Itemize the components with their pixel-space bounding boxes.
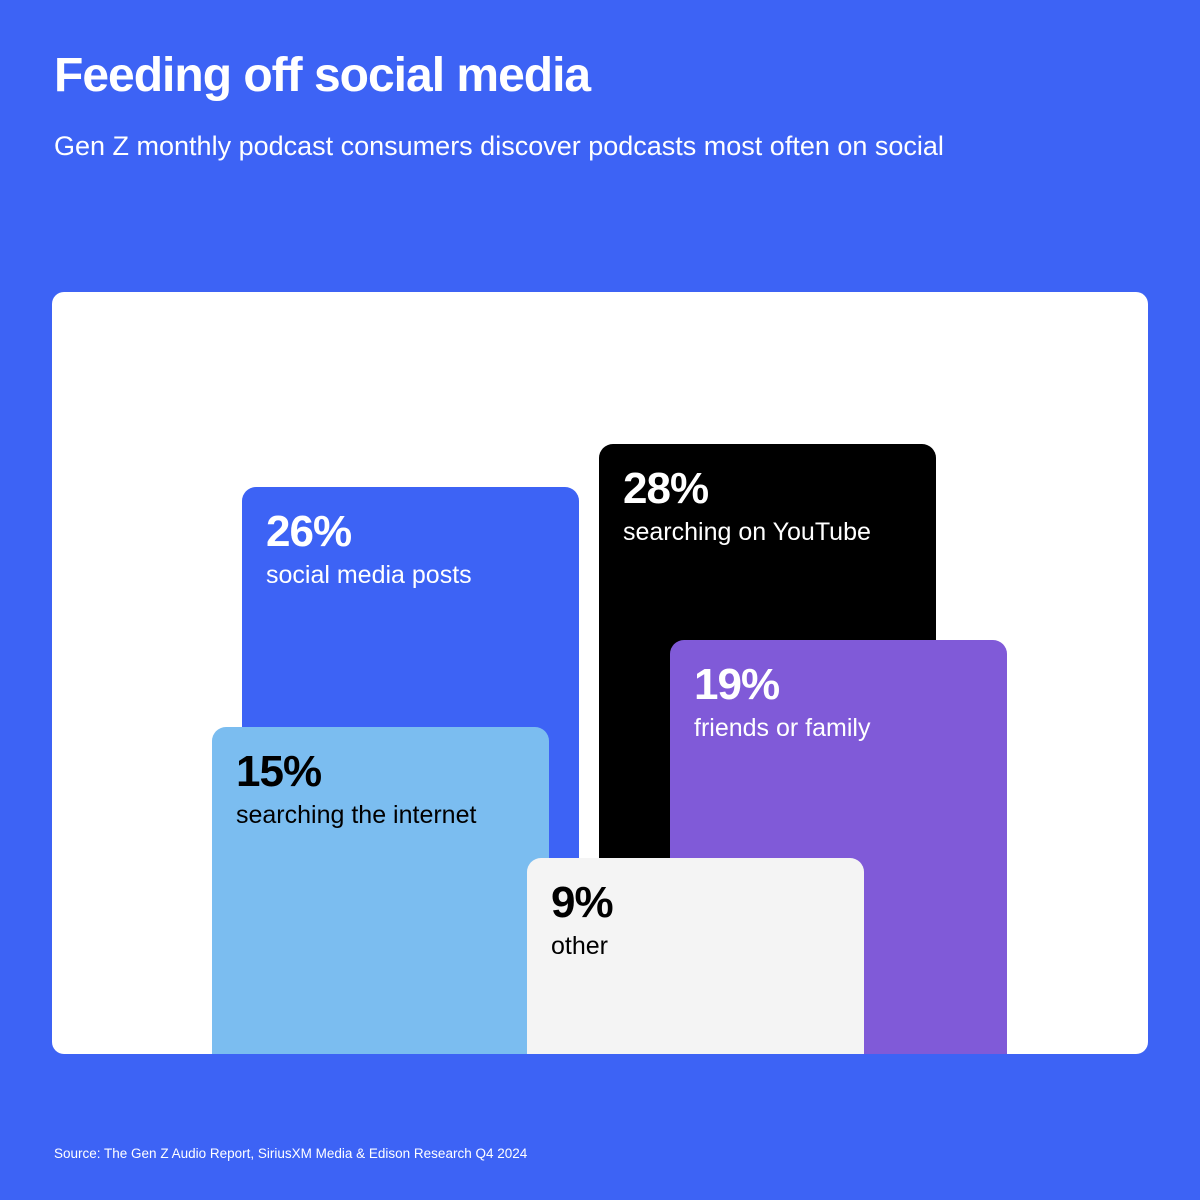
bar-category-label: social media posts xyxy=(266,561,472,589)
bar-category-label: friends or family xyxy=(694,714,871,742)
bar-value-label: 15% xyxy=(236,747,322,796)
source-note: Source: The Gen Z Audio Report, SiriusXM… xyxy=(54,1146,528,1161)
bar-other: 9% other xyxy=(527,858,864,1054)
bar-value-label: 26% xyxy=(266,507,352,556)
chart-panel: 26% social media posts 28% searching on … xyxy=(52,292,1148,1054)
chart-subtitle: Gen Z monthly podcast consumers discover… xyxy=(54,131,944,161)
bar-value-label: 28% xyxy=(623,464,709,513)
bar-category-label: other xyxy=(551,932,608,960)
bar-category-label: searching the internet xyxy=(236,801,477,829)
bar-value-label: 9% xyxy=(551,878,614,927)
bar-category-label: searching on YouTube xyxy=(623,518,871,546)
bar-searching-the-internet: 15% searching the internet xyxy=(212,727,549,1054)
bar-value-label: 19% xyxy=(694,660,780,709)
chart-title: Feeding off social media xyxy=(54,49,591,102)
